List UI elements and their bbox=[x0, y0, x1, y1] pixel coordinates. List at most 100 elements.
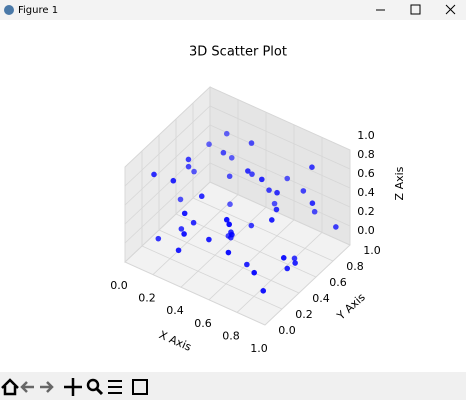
y-tick-label: 0.2 bbox=[295, 308, 313, 321]
grid-line bbox=[124, 105, 211, 187]
x-tick-label: 0.8 bbox=[222, 329, 240, 342]
z-tick-label: 0.6 bbox=[357, 167, 375, 180]
grid-line bbox=[264, 244, 351, 326]
point bbox=[190, 219, 197, 226]
point bbox=[274, 189, 280, 196]
grid-line bbox=[158, 229, 300, 294]
grid-line bbox=[209, 124, 351, 189]
point bbox=[249, 171, 255, 177]
app-icon bbox=[4, 5, 14, 15]
point bbox=[228, 154, 235, 161]
point bbox=[226, 173, 233, 180]
grid-line bbox=[124, 261, 266, 326]
grid-line bbox=[124, 124, 211, 206]
point bbox=[333, 224, 339, 230]
grid-line bbox=[209, 162, 351, 227]
x-tick-label: 0.2 bbox=[138, 292, 156, 305]
point bbox=[300, 188, 307, 194]
point bbox=[226, 221, 232, 228]
grid-line bbox=[209, 181, 351, 246]
point bbox=[273, 206, 280, 213]
x-tick-label: 1.0 bbox=[250, 342, 268, 355]
back-button[interactable] bbox=[20, 381, 34, 393]
grid-line bbox=[208, 219, 295, 301]
z-tick-label: 0.8 bbox=[357, 148, 375, 161]
point bbox=[223, 130, 230, 137]
point bbox=[227, 201, 233, 208]
point bbox=[309, 200, 316, 206]
grid-line bbox=[124, 86, 211, 168]
point bbox=[259, 176, 265, 183]
grid-line bbox=[236, 232, 323, 313]
point bbox=[155, 235, 162, 242]
point bbox=[228, 229, 234, 236]
point bbox=[206, 236, 212, 243]
point bbox=[311, 208, 318, 215]
point bbox=[178, 226, 185, 232]
grid-line bbox=[175, 213, 317, 278]
grid-line bbox=[141, 245, 283, 310]
point bbox=[269, 217, 275, 223]
point bbox=[245, 168, 251, 174]
point bbox=[181, 231, 187, 237]
point bbox=[248, 140, 255, 146]
point bbox=[291, 255, 298, 262]
z-tick-label: 1.0 bbox=[357, 129, 375, 142]
z-axis-label: Z Axis bbox=[393, 166, 406, 200]
close-button[interactable] bbox=[445, 4, 456, 15]
grid-line bbox=[124, 181, 211, 263]
point bbox=[151, 171, 157, 178]
point bbox=[225, 249, 232, 256]
point bbox=[177, 196, 184, 203]
point bbox=[260, 288, 267, 294]
point bbox=[206, 141, 212, 148]
forward-button[interactable] bbox=[40, 381, 54, 393]
grid-line bbox=[209, 86, 351, 151]
point bbox=[181, 210, 188, 217]
point bbox=[185, 156, 192, 163]
z-tick-label: 0.4 bbox=[357, 186, 375, 199]
point bbox=[292, 260, 298, 266]
point bbox=[175, 247, 182, 254]
point bbox=[248, 222, 255, 229]
window-title: Figure 1 bbox=[18, 5, 58, 16]
maximize-button[interactable] bbox=[410, 4, 421, 15]
grid-line bbox=[124, 143, 211, 225]
point bbox=[185, 163, 192, 170]
point bbox=[284, 265, 291, 272]
point bbox=[266, 187, 272, 193]
y-tick-label: 0.6 bbox=[329, 276, 347, 289]
y-tick-label: 0.8 bbox=[346, 260, 364, 273]
x-tick-label: 0.4 bbox=[166, 304, 184, 317]
pan-button[interactable] bbox=[64, 378, 82, 396]
grid-line bbox=[209, 143, 351, 208]
x-tick-label: 0.0 bbox=[110, 279, 128, 292]
grid-line bbox=[124, 162, 211, 244]
point bbox=[251, 269, 257, 276]
point bbox=[198, 193, 205, 200]
z-tick-label: 0.2 bbox=[357, 205, 375, 218]
point bbox=[244, 261, 250, 268]
point bbox=[220, 149, 227, 156]
point bbox=[191, 168, 197, 175]
x-tick-label: 0.6 bbox=[194, 317, 212, 330]
chart-title: 3D Scatter Plot bbox=[189, 45, 287, 60]
save-button[interactable] bbox=[132, 379, 148, 395]
point bbox=[228, 234, 234, 241]
grid-line bbox=[209, 105, 351, 170]
point bbox=[280, 255, 287, 261]
zoom-button[interactable] bbox=[86, 378, 104, 396]
point bbox=[170, 177, 177, 184]
point bbox=[271, 200, 278, 207]
grid-line bbox=[180, 206, 267, 288]
point bbox=[309, 164, 315, 170]
point bbox=[223, 216, 230, 223]
title-bar bbox=[0, 0, 466, 20]
y-tick-label: 0.4 bbox=[312, 292, 330, 305]
grid-line bbox=[192, 197, 334, 262]
point bbox=[284, 175, 291, 182]
y-tick-label: 1.0 bbox=[363, 244, 381, 257]
configure-button[interactable] bbox=[108, 380, 122, 394]
home-button[interactable] bbox=[1, 378, 19, 396]
